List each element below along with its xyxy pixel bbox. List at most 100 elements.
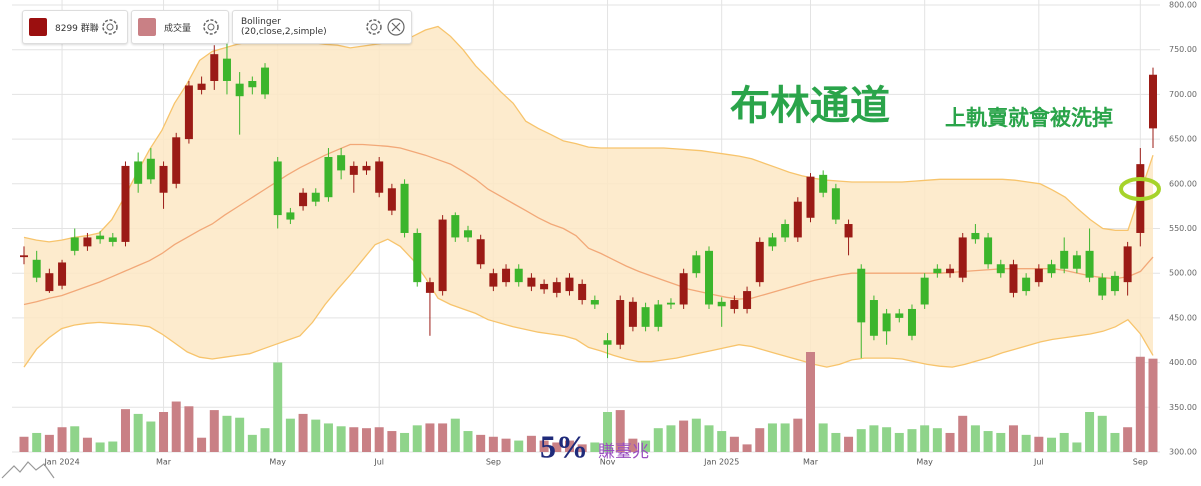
x-tick-label: Mar [803,458,819,467]
volume-bar [1047,437,1057,452]
candle-body [311,192,320,202]
watermark-percent: 5% [540,428,588,464]
volume-bar [755,428,765,452]
volume-bar [844,436,854,452]
volume-bar [1008,425,1018,452]
volume-bar [1034,436,1044,452]
candle-body [743,291,752,309]
candle-body [400,183,409,233]
volume-bar [285,418,295,452]
candle-body [527,277,536,287]
band-fill [24,26,1153,368]
volume-bar [628,438,638,452]
candle-body [1034,268,1043,283]
close-icon[interactable] [384,16,407,38]
volume-bar [603,412,613,452]
volume-bar [615,410,625,452]
volume-bar [970,425,980,452]
candle-body [108,237,117,242]
candle-body [907,308,916,336]
volume-bar [108,441,118,452]
candle-body [831,188,840,220]
x-tick-label: Jan 2025 [703,458,739,467]
highlight-ellipse [1119,177,1161,201]
x-tick-label: Jul [373,458,384,467]
candle-body [20,255,28,258]
candle-body [1009,264,1018,293]
x-tick-label: Sep [1133,458,1148,467]
volume-bar [374,427,384,452]
candle-body [324,156,333,198]
candle-body [1098,277,1107,296]
candle-body [717,301,726,307]
legend-price[interactable]: 8299 群聯 [22,10,128,44]
volume-bar [717,431,727,452]
volume-bar [945,432,955,452]
legend-swatch [29,18,47,36]
volume-bar [641,440,651,452]
x-tick-label: Jul [1033,458,1044,467]
x-tick-label: Jan 2024 [43,458,79,467]
volume-bar [159,412,169,452]
candle-body [857,268,866,323]
volume-bar [463,431,473,452]
candle-body [679,273,688,305]
candle-body [946,268,955,274]
x-tick-label: May [269,458,286,467]
candle-body [552,282,561,293]
volume-bar [983,431,993,452]
legend-volume[interactable]: 成交量 [131,10,229,44]
volume-bar [805,352,815,452]
candle-body [299,192,308,207]
volume-bar [907,429,917,452]
candle-body [1072,255,1081,269]
watermark-text: 賺臺兆 [598,442,649,462]
candle-body [806,176,815,218]
volume-bar [552,442,562,452]
candle-body [58,262,67,286]
candle-body [70,237,79,251]
candle-body [514,268,523,283]
volume-bar [260,428,270,452]
volume-bar [349,427,359,452]
volume-bar [590,442,600,452]
settings-icon[interactable] [363,16,384,38]
candles [19,38,1158,452]
volume-bar [514,440,524,452]
volume-bar [247,434,257,452]
candle-body [146,158,155,180]
settings-icon[interactable] [99,16,121,38]
candle-body [286,212,295,220]
y-tick-label: 800.00 [1169,1,1197,10]
y-tick-label: 700.00 [1169,90,1197,99]
volume-bar [1135,356,1145,452]
candle-body [781,224,790,238]
candle-body [958,237,967,278]
volume-bar [767,423,777,452]
candle-body [578,283,587,301]
candle-body [222,58,231,81]
legend-bollinger[interactable]: Bollinger (20,close,2,simple) [232,10,412,44]
candle-body [425,282,434,293]
volume-bar [476,434,486,452]
volume-bar [311,419,321,452]
candle-body [476,239,485,265]
y-tick-label: 300.00 [1169,448,1197,457]
candle-body [413,232,422,283]
volume-bar [501,438,511,452]
candle-body [895,313,904,318]
volume-bar [1148,358,1158,452]
volume-bar [818,423,828,452]
volume-bar [209,410,219,452]
x-tick-label: Mar [156,458,172,467]
settings-icon[interactable] [200,16,222,38]
volume-bar [44,434,54,452]
volume-bar [235,417,245,452]
candle-body [819,174,828,193]
volume-bar [704,425,714,452]
candle-body [920,277,929,305]
volume-bar [780,423,790,452]
candle-body [83,237,92,247]
bollinger-lower-line [23,238,1154,368]
